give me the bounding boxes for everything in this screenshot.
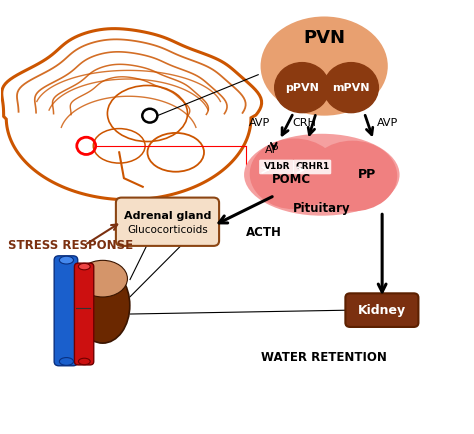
Text: CRHR1: CRHR1 bbox=[295, 162, 329, 171]
Text: Kidney: Kidney bbox=[358, 304, 406, 317]
Text: AVP: AVP bbox=[377, 118, 399, 128]
Text: PVN: PVN bbox=[303, 29, 345, 47]
FancyBboxPatch shape bbox=[293, 160, 331, 174]
Ellipse shape bbox=[261, 16, 388, 116]
Text: pPVN: pPVN bbox=[285, 82, 319, 92]
Text: WATER RETENTION: WATER RETENTION bbox=[261, 351, 387, 364]
FancyBboxPatch shape bbox=[116, 197, 219, 246]
FancyBboxPatch shape bbox=[346, 293, 419, 327]
Text: POMC: POMC bbox=[272, 173, 311, 186]
Ellipse shape bbox=[4, 32, 254, 204]
Text: ACTH: ACTH bbox=[246, 226, 283, 239]
Text: CRH: CRH bbox=[292, 118, 316, 128]
Text: Glucocorticoids: Glucocorticoids bbox=[127, 225, 208, 235]
Text: PP: PP bbox=[357, 168, 376, 181]
Text: AP: AP bbox=[265, 145, 280, 155]
Text: Pituitary: Pituitary bbox=[293, 202, 351, 215]
Text: Adrenal gland: Adrenal gland bbox=[124, 211, 211, 221]
Ellipse shape bbox=[59, 358, 73, 365]
Text: V1bR: V1bR bbox=[264, 162, 290, 171]
FancyBboxPatch shape bbox=[54, 256, 78, 366]
Text: AVP: AVP bbox=[249, 118, 270, 128]
Text: mPVN: mPVN bbox=[332, 82, 370, 92]
Polygon shape bbox=[2, 29, 262, 200]
Ellipse shape bbox=[78, 260, 128, 297]
Text: STRESS RESPONSE: STRESS RESPONSE bbox=[9, 239, 134, 252]
Ellipse shape bbox=[76, 268, 130, 343]
FancyBboxPatch shape bbox=[259, 160, 294, 174]
Ellipse shape bbox=[250, 138, 339, 209]
FancyBboxPatch shape bbox=[74, 263, 94, 365]
Ellipse shape bbox=[308, 141, 397, 211]
Ellipse shape bbox=[78, 263, 90, 270]
Ellipse shape bbox=[78, 358, 90, 365]
Circle shape bbox=[275, 62, 329, 113]
Ellipse shape bbox=[244, 134, 400, 216]
Circle shape bbox=[324, 62, 378, 113]
Ellipse shape bbox=[59, 256, 73, 264]
